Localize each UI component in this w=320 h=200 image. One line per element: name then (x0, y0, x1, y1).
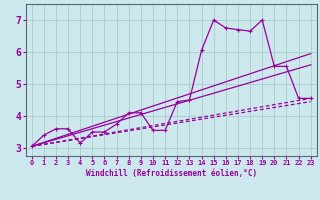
X-axis label: Windchill (Refroidissement éolien,°C): Windchill (Refroidissement éolien,°C) (86, 169, 257, 178)
